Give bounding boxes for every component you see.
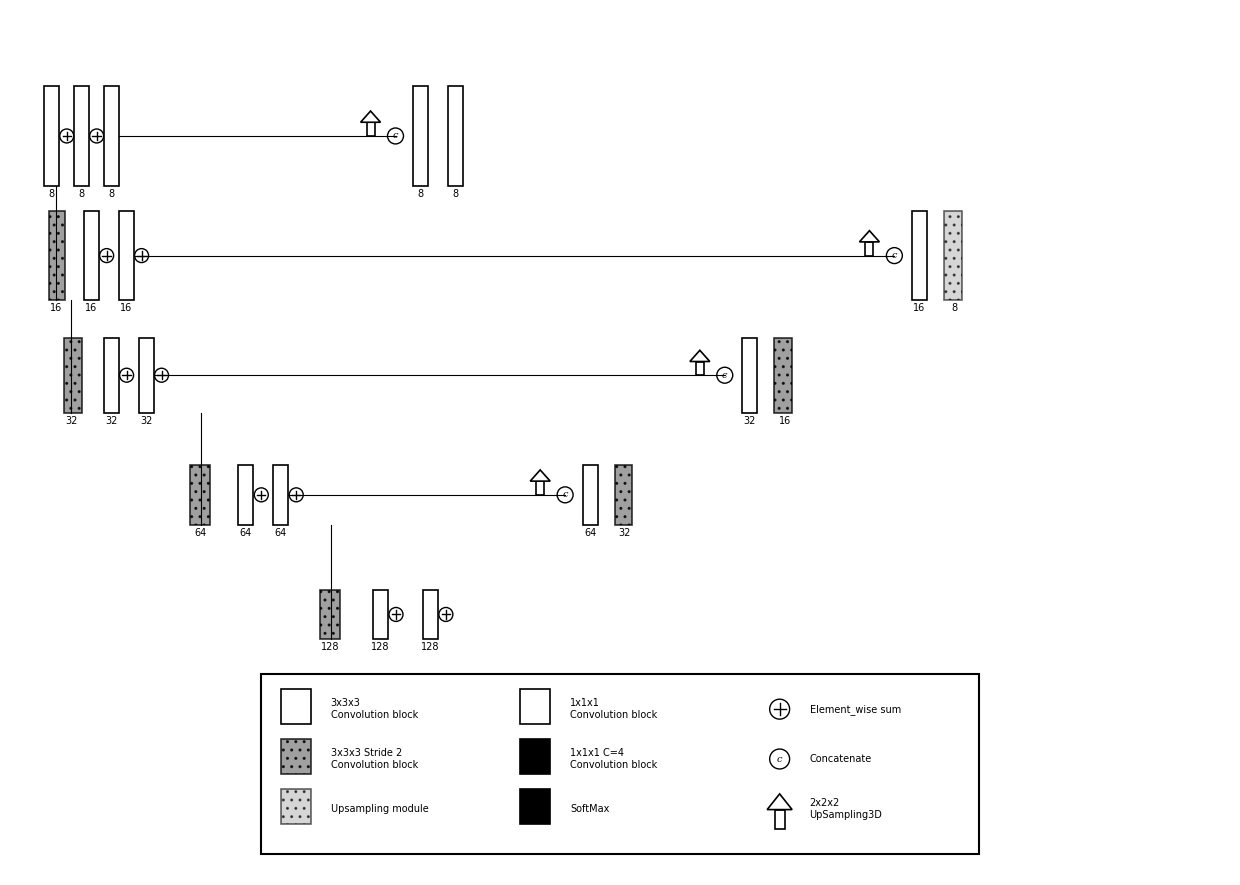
Text: 16: 16 xyxy=(120,304,133,313)
Text: 8: 8 xyxy=(453,189,459,199)
Bar xyxy=(536,481,544,495)
Text: 3x3x3 Stride 2
Convolution block: 3x3x3 Stride 2 Convolution block xyxy=(331,748,418,770)
Bar xyxy=(48,211,66,300)
Bar xyxy=(743,338,758,412)
Bar xyxy=(280,689,311,724)
Text: 128: 128 xyxy=(422,643,440,652)
Bar xyxy=(104,338,119,412)
Text: 32: 32 xyxy=(619,527,631,538)
Text: 8: 8 xyxy=(108,189,114,199)
Bar xyxy=(423,589,438,639)
Polygon shape xyxy=(768,794,792,810)
Text: c: c xyxy=(393,132,398,141)
Circle shape xyxy=(439,607,453,621)
Text: SoftMax: SoftMax xyxy=(570,804,610,814)
Text: 16: 16 xyxy=(50,304,62,313)
Bar xyxy=(944,211,962,300)
Circle shape xyxy=(155,368,169,382)
Text: 64: 64 xyxy=(584,527,596,538)
Bar xyxy=(774,338,792,412)
Text: 1x1x1 C=4
Convolution block: 1x1x1 C=4 Convolution block xyxy=(570,748,657,770)
Bar xyxy=(260,674,980,854)
Text: c: c xyxy=(777,755,782,764)
Text: 128: 128 xyxy=(321,643,340,652)
Circle shape xyxy=(389,607,403,621)
Bar xyxy=(280,789,311,824)
Text: 32: 32 xyxy=(744,416,756,426)
Bar xyxy=(43,86,58,186)
Bar xyxy=(911,211,926,300)
Text: 8: 8 xyxy=(951,304,957,313)
Text: 16: 16 xyxy=(779,416,791,426)
Bar xyxy=(866,242,873,256)
Circle shape xyxy=(717,367,733,383)
Polygon shape xyxy=(859,231,879,242)
Text: c: c xyxy=(722,371,728,380)
Bar xyxy=(320,589,340,639)
Bar xyxy=(615,465,632,525)
Bar xyxy=(583,465,598,525)
Circle shape xyxy=(89,129,104,143)
Circle shape xyxy=(119,368,134,382)
Bar xyxy=(104,86,119,186)
Bar xyxy=(775,810,785,828)
Text: 64: 64 xyxy=(195,527,207,538)
Bar xyxy=(521,689,551,724)
Text: c: c xyxy=(563,490,568,499)
Text: 64: 64 xyxy=(274,527,286,538)
Text: 32: 32 xyxy=(105,416,118,426)
Text: 64: 64 xyxy=(239,527,252,538)
Circle shape xyxy=(557,487,573,503)
Text: 16: 16 xyxy=(86,304,97,313)
Circle shape xyxy=(60,129,73,143)
Circle shape xyxy=(887,248,903,264)
Text: 128: 128 xyxy=(371,643,389,652)
Bar xyxy=(448,86,463,186)
Text: 32: 32 xyxy=(140,416,153,426)
Bar xyxy=(521,789,551,824)
Bar xyxy=(280,739,311,774)
Polygon shape xyxy=(689,350,709,361)
Bar xyxy=(367,122,374,136)
Text: c: c xyxy=(892,251,897,260)
Bar xyxy=(119,211,134,300)
Bar xyxy=(696,361,704,375)
Circle shape xyxy=(99,249,114,263)
Bar xyxy=(521,739,551,774)
Text: Element_wise sum: Element_wise sum xyxy=(810,704,900,714)
Bar xyxy=(63,338,82,412)
Bar xyxy=(273,465,288,525)
Circle shape xyxy=(135,249,149,263)
Circle shape xyxy=(388,128,403,144)
Text: 16: 16 xyxy=(913,304,925,313)
Circle shape xyxy=(770,699,790,720)
Polygon shape xyxy=(531,470,551,481)
Text: 8: 8 xyxy=(78,189,84,199)
Circle shape xyxy=(770,749,790,769)
Text: 3x3x3
Convolution block: 3x3x3 Convolution block xyxy=(331,698,418,720)
Text: 8: 8 xyxy=(418,189,424,199)
Bar xyxy=(84,211,99,300)
Text: Upsampling module: Upsampling module xyxy=(331,804,428,814)
Bar xyxy=(413,86,428,186)
Circle shape xyxy=(254,488,268,502)
Bar xyxy=(191,465,210,525)
Text: 8: 8 xyxy=(48,189,55,199)
Text: Concatenate: Concatenate xyxy=(810,754,872,764)
Text: 1x1x1
Convolution block: 1x1x1 Convolution block xyxy=(570,698,657,720)
Polygon shape xyxy=(361,111,381,122)
Text: 32: 32 xyxy=(64,416,77,426)
Bar xyxy=(238,465,253,525)
Text: 2x2x2
UpSampling3D: 2x2x2 UpSampling3D xyxy=(810,798,883,820)
Bar xyxy=(139,338,154,412)
Bar xyxy=(373,589,388,639)
Circle shape xyxy=(289,488,304,502)
Bar xyxy=(73,86,89,186)
